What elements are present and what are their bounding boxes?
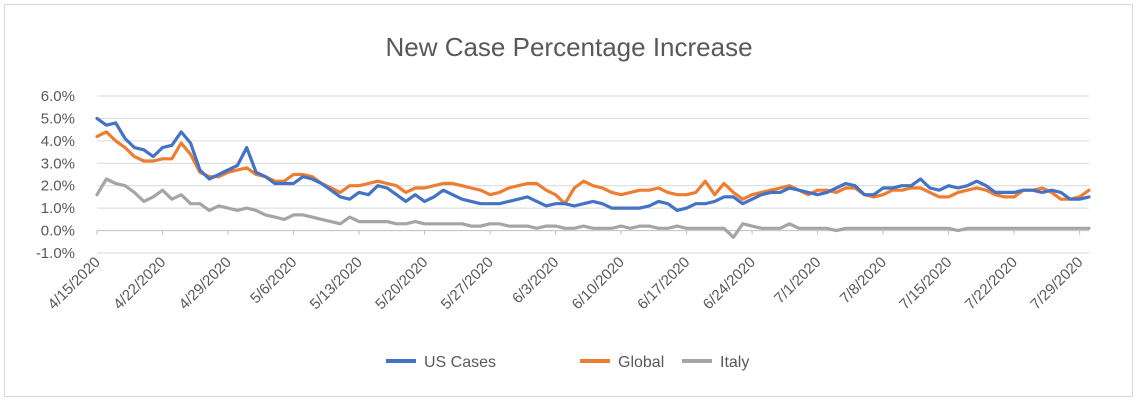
y-tick-label: 3.0%	[41, 155, 75, 172]
y-axis-ticks: -1.0% 0.0% 1.0% 2.0% 3.0% 4.0% 5.0% 6.0%	[36, 88, 75, 262]
x-tick-label: 7/29/2020	[1027, 254, 1086, 313]
y-tick-label: 6.0%	[41, 88, 75, 105]
series-line-italy	[95, 177, 1091, 239]
gridlines	[97, 95, 1089, 254]
x-tick-label: 6/10/2020	[569, 254, 628, 313]
y-tick-label: 1.0%	[41, 200, 75, 217]
series-line-global	[95, 130, 1091, 206]
legend-label: Global	[618, 354, 664, 371]
y-tick-label: -1.0%	[36, 245, 75, 262]
x-tick-label: 4/15/2020	[45, 254, 104, 313]
x-tick-label: 7/8/2020	[837, 254, 890, 307]
y-tick-label: 2.0%	[41, 178, 75, 195]
y-tick-label: 0.0%	[41, 223, 75, 240]
x-tick-label: 7/15/2020	[896, 254, 955, 313]
x-tick-label: 6/17/2020	[634, 254, 693, 313]
x-tick-label: 7/22/2020	[962, 254, 1021, 313]
series-line-us-cases	[95, 116, 1091, 212]
x-tick-label: 7/1/2020	[771, 254, 824, 307]
series-lines	[95, 116, 1091, 239]
x-tick-label: 5/27/2020	[438, 254, 497, 313]
chart-title: New Case Percentage Increase	[385, 32, 752, 62]
x-tick-label: 6/3/2020	[509, 254, 562, 307]
x-tick-label: 5/13/2020	[307, 254, 366, 313]
legend-label: US Cases	[424, 354, 496, 371]
x-tick-label: 5/20/2020	[372, 254, 431, 313]
x-tick-label: 4/29/2020	[176, 254, 235, 313]
x-tick-label: 6/24/2020	[700, 254, 759, 313]
y-tick-label: 5.0%	[41, 110, 75, 127]
legend-label: Italy	[720, 354, 749, 371]
legend: US Cases Global Italy	[386, 354, 749, 371]
x-axis-ticks: 4/15/2020 4/22/2020 4/29/2020 5/6/2020 5/13/…	[45, 230, 1086, 313]
x-tick-label: 5/6/2020	[247, 254, 300, 307]
y-tick-label: 4.0%	[41, 133, 75, 150]
x-tick-label: 4/22/2020	[110, 254, 169, 313]
